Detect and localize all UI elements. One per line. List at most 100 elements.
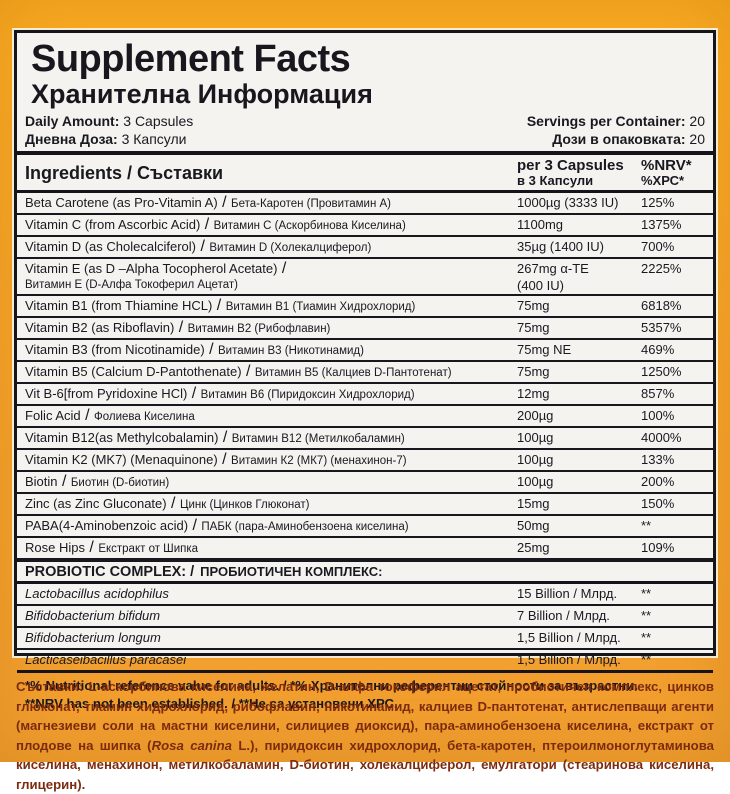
ingredient-nrv: 2225% [641,261,682,276]
ingredient-rows: Beta Carotene (as Pro-Vitamin A) / Бета-… [17,193,713,560]
table-row: Beta Carotene (as Pro-Vitamin A) / Бета-… [17,193,713,215]
ingredient-name: Lactobacillus acidophilus [25,586,169,601]
divider-thick [17,151,713,155]
ingredients-text-1: L-аскорбинова киселина, желатин, D-алфа … [16,679,714,753]
ingredient-nrv: 100% [641,408,675,423]
ingredients-latin-name: Rosa canina [151,737,232,753]
table-row: Vitamin K2 (MK7) (Menaquinone) / Витамин… [17,450,713,472]
table-row: PABA(4-Aminobenzoic acid) / ПАБК (пара-А… [17,516,713,538]
ingredient-nrv: 857% [641,386,675,401]
ingredient-amount: 15 Billion / Млрд. [517,586,618,601]
ingredient-nrv: 1375% [641,217,682,232]
ingredient-nrv: 1250% [641,364,682,379]
ingredient-amount: 1,5 Billion / Млрд. [517,630,621,645]
ingredient-nrv: 469% [641,342,675,357]
table-row: Folic Acid / Фолиева Киселина 200µg 100% [17,406,713,428]
ingredient-nrv: ** [641,518,652,533]
table-row: Vitamin E (as D –Alpha Tocopherol Acetat… [17,259,713,296]
ingredient-amount: 35µg (1400 IU) [517,239,604,254]
probiotic-complex-header: PROBIOTIC COMPLEX: / ПРОБИОТИЧЕН КОМПЛЕК… [17,560,713,584]
ingredient-nrv: 125% [641,195,675,210]
ingredient-nrv: 6818% [641,298,682,313]
table-row: Rose Hips / Екстракт от Шипка 25mg 109% [17,538,713,560]
table-header: Ingredients / Съставки per 3 Capsules в … [17,155,713,193]
servings-label-en: Servings per Container: [526,113,686,129]
ingredient-amount: 75mg [517,298,550,313]
table-row: Lactobacillus acidophilus 15 Billion / М… [17,584,713,606]
ingredient-name: Vitamin K2 (MK7) (Menaquinone) / Витамин… [25,451,407,468]
servings-per-container: Servings per Container: 20 Дози в опаков… [527,112,705,148]
table-row: Zinc (as Zinc Gluconate) / Цинк (Цинков … [17,494,713,516]
ingredient-nrv: 5357% [641,320,682,335]
title-bg: Хранителна Информация [31,79,373,109]
ingredient-nrv: ** [641,586,652,601]
footnote-nrv: *% Nutritional reference value for adult… [25,678,639,693]
ingredient-name: Vitamin C (from Ascorbic Acid) / Витамин… [25,216,406,233]
table-row: Vitamin B12(as Methylcobalamin) / Витами… [17,428,713,450]
table-row: Vitamin C (from Ascorbic Acid) / Витамин… [17,215,713,237]
ingredient-amount: 12mg [517,386,550,401]
ingredient-amount: 75mg NE [517,342,572,357]
footnote-not-established: **NRV has not been established. / **Не с… [25,696,398,711]
probiotic-header-en: PROBIOTIC COMPLEX: / [25,564,195,580]
ingredient-amount: 100µg [517,452,554,467]
ingredient-amount: 1,5 Billion / Млрд. [517,652,621,667]
ingredient-name: Lacticaseibacillus paracasei [25,652,187,667]
daily-amount-label-en: Daily Amount: [25,113,120,129]
serving-meta: Daily Amount: 3 Capsules Дневна Доза: 3 … [25,112,705,148]
ingredient-name: Bifidobacterium bifidum [25,608,161,623]
probiotic-header-bg: ПРОБИОТИЧЕН КОМПЛЕКС: [200,564,383,579]
ingredient-amount: 75mg [517,320,550,335]
ingredient-name: Rose Hips / Екстракт от Шипка [25,539,199,556]
daily-amount-label-bg: Дневна Доза: [25,131,118,147]
ingredient-amount: 267mg α-TE (400 IU) [517,261,589,293]
column-nrv-bg: %ХРС* [641,173,685,188]
table-row: Vitamin B3 (from Nicotinamide) / Витамин… [17,340,713,362]
ingredient-nrv: ** [641,652,652,667]
ingredient-name: Vitamin B1 (from Thiamine HCL) / Витамин… [25,297,416,314]
ingredient-name: Vitamin B2 (as Riboflavin) / Витамин В2 … [25,319,331,336]
column-nrv-en: %NRV* [641,157,692,174]
daily-amount-value-en: 3 Capsules [123,113,194,129]
table-row: Vitamin B1 (from Thiamine HCL) / Витамин… [17,296,713,318]
facts-panel: Supplement Facts Хранителна Информация D… [14,30,716,711]
ingredient-name: Vitamin B5 (Calcium D-Pantothenate) / Ви… [25,363,452,380]
servings-label-bg: Дози в опаковката: [552,131,686,147]
ingredient-nrv: 150% [641,496,675,511]
ingredient-nrv: 4000% [641,430,682,445]
table-row: Vitamin B2 (as Riboflavin) / Витамин В2 … [17,318,713,340]
ingredient-nrv: 700% [641,239,675,254]
column-amount-bg: в 3 Капсули [517,173,594,188]
ingredient-name: Zinc (as Zinc Gluconate) / Цинк (Цинков … [25,495,310,512]
daily-amount: Daily Amount: 3 Capsules Дневна Доза: 3 … [25,112,193,148]
ingredient-name: Vitamin B3 (from Nicotinamide) / Витамин… [25,341,364,358]
ingredient-name: Vitamin B12(as Methylcobalamin) / Витами… [25,429,405,446]
table-row: Lacticaseibacillus paracasei 1,5 Billion… [17,650,713,670]
table-row: Vitamin B5 (Calcium D-Pantothenate) / Ви… [17,362,713,384]
footnotes: *% Nutritional reference value for adult… [17,670,713,718]
column-nrv: %NRV* %ХРС* [641,158,705,188]
ingredient-amount: 25mg [517,540,550,555]
column-amount: per 3 Capsules в 3 Капсули [517,158,641,188]
ingredient-amount: 100µg [517,474,554,489]
servings-value-en: 20 [689,113,705,129]
ingredient-nrv: 133% [641,452,675,467]
probiotic-rows: Lactobacillus acidophilus 15 Billion / М… [17,584,713,670]
ingredient-name: PABA(4-Aminobenzoic acid) / ПАБК (пара-А… [25,517,409,534]
ingredient-name: Beta Carotene (as Pro-Vitamin A) / Бета-… [25,194,391,211]
ingredient-name: Vit B-6[from Pyridoxine HCl) / Витамин В… [25,385,415,402]
ingredient-amount: 7 Billion / Млрд. [517,608,610,623]
servings-value-bg: 20 [689,131,705,147]
table-row: Biotin / Биотин (D-биотин) 100µg 200% [17,472,713,494]
ingredient-nrv: ** [641,630,652,645]
ingredient-name: Biotin / Биотин (D-биотин) [25,473,170,490]
ingredient-name: Vitamin D (as Cholecalciferol) / Витамин… [25,238,372,255]
ingredient-amount: 50mg [517,518,550,533]
title-en: Supplement Facts [31,38,351,80]
ingredient-amount: 75mg [517,364,550,379]
ingredient-nrv: ** [641,608,652,623]
ingredients-label: Съставки: [16,679,84,695]
ingredient-amount: 100µg [517,430,554,445]
column-amount-en: per 3 Capsules [517,157,624,174]
